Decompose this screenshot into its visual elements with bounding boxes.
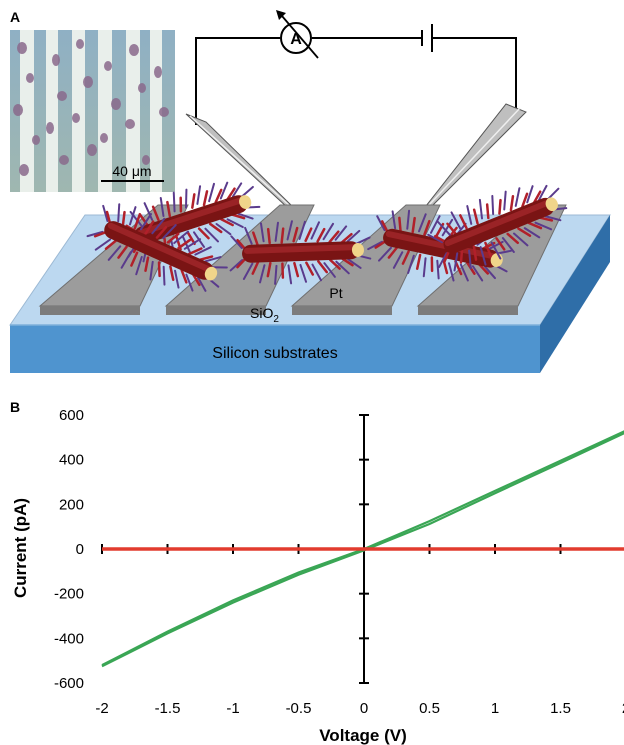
circuit-wires xyxy=(195,37,517,125)
battery-icon xyxy=(421,24,433,52)
iv-chart: -2 -1.5 -1 -0.5 0 0.5 1 1.5 2 600 400 200 0 -200 -400 -… xyxy=(54,407,624,717)
x-tick-label: 1 xyxy=(491,700,499,717)
y-tick-label: 0 xyxy=(76,541,84,558)
y-axis-label: Current (pA) xyxy=(11,498,30,598)
y-tick-label: 200 xyxy=(59,496,84,513)
pt-label: Pt xyxy=(329,285,342,301)
scale-bar-label: 40 μm xyxy=(112,163,151,179)
x-tick-label: -2 xyxy=(95,700,108,717)
x-tick-label: 2 xyxy=(622,700,624,717)
y-tick-label: -400 xyxy=(54,630,84,647)
panel-b-label: B xyxy=(10,399,20,415)
panel-a-label: A xyxy=(10,9,20,25)
x-axis-label: Voltage (V) xyxy=(319,726,407,745)
ammeter-label: A xyxy=(290,31,302,48)
micrograph-inset: 40 μm xyxy=(10,30,175,192)
probe-right xyxy=(425,103,527,209)
x-tick-label: 0.5 xyxy=(419,700,440,717)
ammeter-icon: A xyxy=(276,10,319,59)
y-tick-label: 400 xyxy=(59,452,84,469)
y-tick-label: -200 xyxy=(54,586,84,603)
panel-b: B Current (pA) Voltage (V) -2 -1.5 -1 -0.5 0… xyxy=(10,399,624,745)
x-tick-label: -0.5 xyxy=(286,700,312,717)
panel-a: A xyxy=(9,9,611,373)
y-tick-label: 600 xyxy=(59,407,84,424)
electrode-3 xyxy=(290,204,441,315)
substrate-label: Silicon substrates xyxy=(212,345,337,362)
x-tick-label: 1.5 xyxy=(550,700,571,717)
x-tick-label: -1 xyxy=(226,700,239,717)
x-tick-label: 0 xyxy=(360,700,368,717)
sio2-label: SiO2 xyxy=(250,305,279,325)
x-tick-label: -1.5 xyxy=(155,700,181,717)
y-tick-label: -600 xyxy=(54,675,84,692)
probe-left xyxy=(185,113,293,209)
